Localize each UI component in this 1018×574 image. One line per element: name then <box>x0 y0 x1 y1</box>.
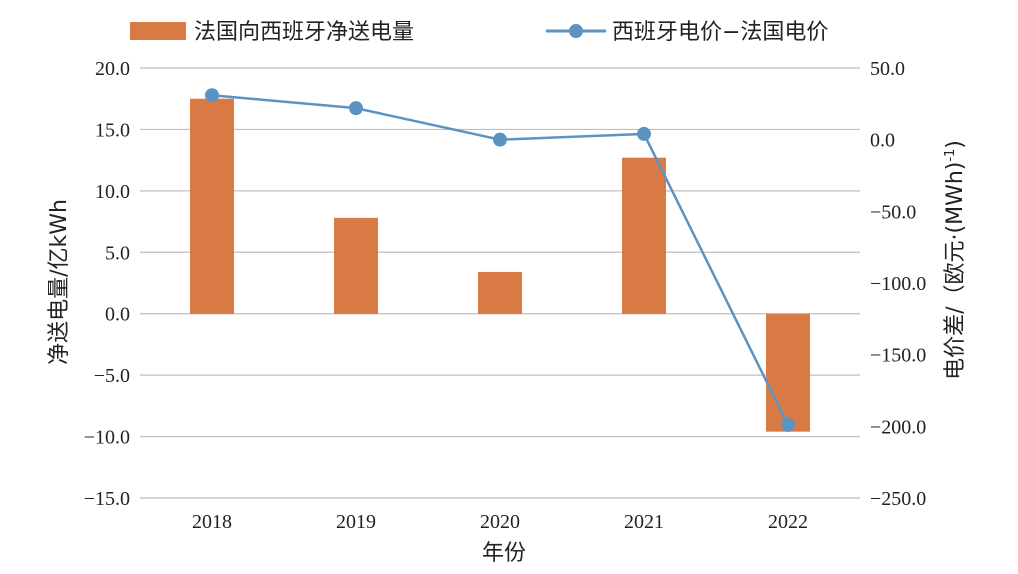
legend-bar-label: 法国向西班牙净送电量 <box>194 20 414 45</box>
right-axis-title-main: 电价差/（欧元·(MWh) <box>943 162 968 380</box>
right-axis-title-sup: -1 <box>943 149 958 162</box>
right-tick-label: −250.0 <box>870 488 926 510</box>
x-tick-label: 2021 <box>624 511 664 533</box>
line-series <box>205 88 795 432</box>
left-tick-label: −15.0 <box>84 488 130 510</box>
price-diff-point-2022 <box>781 417 795 432</box>
right-tick-label: −200.0 <box>870 416 926 438</box>
left-tick-label: −5.0 <box>94 365 130 387</box>
x-axis-ticks: 2018 2019 2020 2021 2022 <box>192 511 808 533</box>
price-diff-point-2021 <box>637 126 651 141</box>
x-tick-label: 2020 <box>480 511 520 533</box>
right-tick-label: 50.0 <box>870 58 905 80</box>
x-tick-label: 2019 <box>336 511 376 533</box>
legend-bar-swatch <box>130 22 186 40</box>
legend-line-marker <box>569 24 583 38</box>
bar-2022 <box>766 313 810 432</box>
left-tick-label: 0.0 <box>105 304 130 326</box>
right-axis-ticks: −250.0 −200.0 −150.0 −100.0 −50.0 0.0 50.0 <box>870 58 926 510</box>
legend: 法国向西班牙净送电量 西班牙电价−法国电价 <box>130 20 828 45</box>
right-tick-label: −50.0 <box>870 201 916 223</box>
bar-2021 <box>622 157 666 314</box>
bar-2020 <box>478 271 522 314</box>
left-tick-label: 10.0 <box>95 181 130 203</box>
x-tick-label: 2018 <box>192 511 232 533</box>
bar-series <box>190 98 810 432</box>
price-diff-point-2020 <box>493 132 507 147</box>
price-diff-point-2018 <box>205 88 219 103</box>
left-tick-label: 20.0 <box>95 58 130 80</box>
bar-2018 <box>190 98 234 314</box>
left-tick-label: 15.0 <box>95 119 130 141</box>
price-diff-point-2019 <box>349 101 363 116</box>
right-tick-label: 0.0 <box>870 130 895 152</box>
right-tick-label: −100.0 <box>870 273 926 295</box>
left-axis-title: 净送电量/亿kWh <box>47 199 72 365</box>
x-axis-title: 年份 <box>482 541 526 566</box>
left-axis-ticks: −15.0 −10.0 −5.0 0.0 5.0 10.0 15.0 20.0 <box>84 58 130 510</box>
right-tick-label: −150.0 <box>870 345 926 367</box>
left-tick-label: −10.0 <box>84 427 130 449</box>
bar-2019 <box>334 217 378 314</box>
x-tick-label: 2022 <box>768 511 808 533</box>
legend-line-label: 西班牙电价−法国电价 <box>612 20 828 45</box>
right-axis-title-tail: ) <box>943 140 968 149</box>
left-tick-label: 5.0 <box>105 242 130 264</box>
right-axis-title: 电价差/（欧元·(MWh)-1) <box>943 140 968 380</box>
